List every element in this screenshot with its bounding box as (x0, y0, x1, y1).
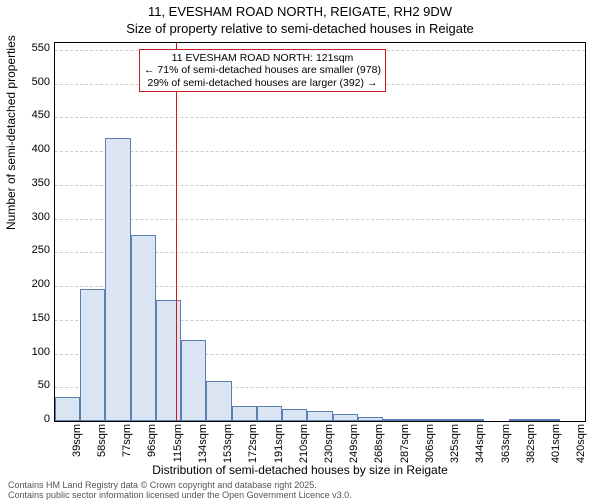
histogram-bar (434, 419, 459, 421)
annotation-box: 11 EVESHAM ROAD NORTH: 121sqm← 71% of se… (139, 49, 386, 92)
ytick-label: 150 (10, 312, 50, 324)
ytick-label: 400 (10, 143, 50, 155)
histogram-bar (232, 406, 257, 421)
x-axis-label: Distribution of semi-detached houses by … (0, 463, 600, 477)
histogram-bar (358, 417, 383, 421)
ytick-label: 100 (10, 346, 50, 358)
ytick-label: 250 (10, 244, 50, 256)
histogram-bar (408, 419, 433, 421)
histogram-bar (156, 300, 181, 422)
ytick-label: 300 (10, 211, 50, 223)
chart-title-line1: 11, EVESHAM ROAD NORTH, REIGATE, RH2 9DW (0, 4, 600, 19)
histogram-bar (257, 406, 282, 421)
histogram-bar (131, 235, 156, 421)
ytick-label: 50 (10, 379, 50, 391)
histogram-bar (206, 381, 231, 422)
annot-line3: 29% of semi-detached houses are larger (… (144, 77, 381, 89)
ytick-label: 0 (10, 413, 50, 425)
ytick-label: 500 (10, 76, 50, 88)
histogram-bar (80, 289, 105, 421)
ytick-label: 200 (10, 278, 50, 290)
plot-area: 11 EVESHAM ROAD NORTH: 121sqm← 71% of se… (54, 42, 586, 422)
y-axis-label: Number of semi-detached properties (4, 35, 18, 230)
histogram-bar (181, 340, 206, 421)
ytick-label: 450 (10, 109, 50, 121)
chart-title-line2: Size of property relative to semi-detach… (0, 21, 600, 36)
histogram-bar (535, 419, 560, 421)
footer-line2: Contains public sector information licen… (8, 490, 352, 500)
reference-line (176, 43, 177, 421)
histogram-bar (282, 409, 307, 421)
ytick-label: 550 (10, 42, 50, 54)
histogram-bar (459, 419, 484, 421)
annot-line1: 11 EVESHAM ROAD NORTH: 121sqm (144, 52, 381, 64)
annot-line2: ← 71% of semi-detached houses are smalle… (144, 64, 381, 76)
footer-line1: Contains HM Land Registry data © Crown c… (8, 480, 317, 490)
histogram-bar (509, 419, 534, 421)
histogram-bar (333, 414, 358, 421)
ytick-label: 350 (10, 177, 50, 189)
gridline (55, 185, 585, 186)
gridline (55, 219, 585, 220)
gridline (55, 117, 585, 118)
histogram-bar (105, 138, 130, 422)
gridline (55, 151, 585, 152)
histogram-bar (383, 419, 408, 421)
histogram-bar (55, 397, 80, 421)
histogram-bar (307, 411, 332, 421)
